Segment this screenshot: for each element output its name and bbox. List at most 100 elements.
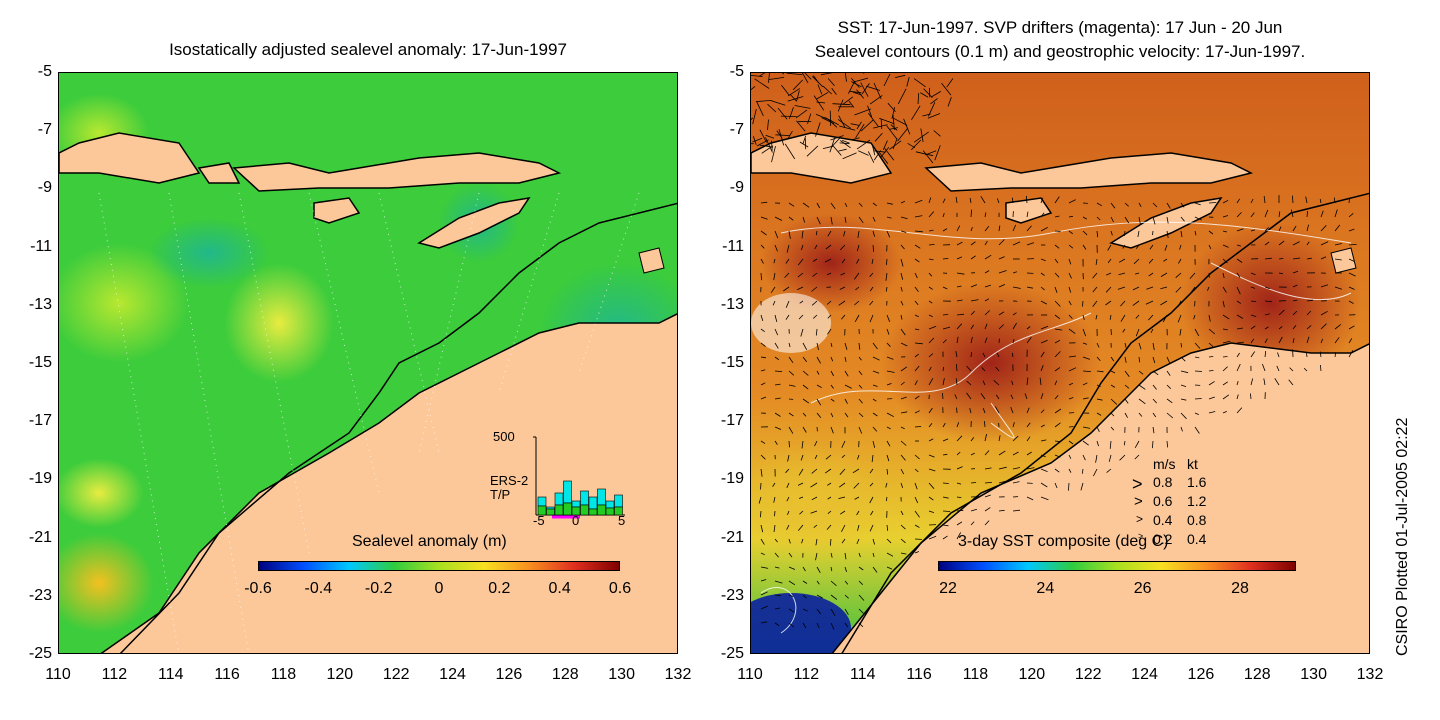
velocity-arrow bbox=[947, 96, 952, 107]
velocity-arrow bbox=[1096, 384, 1101, 388]
velocity-arrow bbox=[1040, 286, 1045, 291]
velocity-arrow bbox=[776, 130, 783, 139]
velocity-arrow bbox=[1348, 244, 1357, 246]
velocity-arrow bbox=[813, 95, 825, 111]
velocity-arrow bbox=[770, 286, 776, 294]
velocity-arrow bbox=[1208, 370, 1214, 372]
velocity-arrow bbox=[1320, 241, 1329, 246]
velocity-arrow bbox=[1180, 356, 1186, 362]
velocity-arrow bbox=[1208, 396, 1215, 400]
australia-land bbox=[831, 342, 1369, 653]
velocity-arrow bbox=[812, 76, 824, 88]
velocity-arrow bbox=[760, 369, 766, 372]
velocity-arrow bbox=[1040, 339, 1048, 344]
sla-high-anomaly-region bbox=[59, 243, 189, 363]
velocity-arrow bbox=[842, 140, 850, 144]
velocity-arrow bbox=[795, 109, 808, 119]
velocity-arrow bbox=[765, 134, 775, 139]
histogram-bar-tp bbox=[537, 505, 547, 516]
velocity-arrow bbox=[956, 256, 963, 260]
velocity-arrow bbox=[928, 197, 932, 204]
velocity-arrow bbox=[928, 353, 934, 358]
lesser-sunda-islands bbox=[232, 152, 562, 192]
velocity-arrow bbox=[1040, 272, 1045, 276]
velocity-arrow bbox=[900, 328, 906, 336]
velocity-arrow bbox=[1278, 211, 1281, 218]
velocity-arrow bbox=[873, 124, 888, 129]
velocity-arrow bbox=[969, 407, 972, 414]
velocity-arrow bbox=[760, 244, 765, 249]
velocity-legend-kt: 0.4 bbox=[1187, 531, 1207, 547]
velocity-arrow bbox=[860, 119, 874, 132]
velocity-arrow bbox=[858, 580, 863, 585]
velocity-arrow bbox=[1152, 342, 1155, 351]
velocity-arrow bbox=[1180, 230, 1183, 238]
velocity-arrow bbox=[914, 199, 923, 204]
velocity-arrow bbox=[1264, 313, 1270, 316]
velocity-arrow bbox=[998, 480, 1006, 484]
velocity-arrow bbox=[1208, 244, 1212, 250]
latitude-tick-label: -9 bbox=[37, 179, 52, 197]
velocity-arrow bbox=[870, 510, 874, 516]
velocity-arrow bbox=[956, 435, 963, 442]
velocity-arrow bbox=[1306, 325, 1312, 330]
velocity-arrow bbox=[841, 454, 846, 459]
velocity-arrow bbox=[872, 230, 875, 237]
velocity-arrow bbox=[1096, 342, 1100, 348]
velocity-arrow bbox=[1011, 380, 1014, 386]
velocity-arrow bbox=[1222, 366, 1228, 372]
velocity-arrow bbox=[970, 521, 975, 526]
velocity-arrow bbox=[900, 381, 905, 386]
velocity-arrow bbox=[1236, 394, 1239, 400]
velocity-arrow bbox=[956, 241, 963, 246]
velocity-arrow bbox=[942, 392, 944, 400]
velocity-arrow bbox=[760, 482, 762, 490]
velocity-arrow bbox=[872, 342, 878, 350]
velocity-arrow bbox=[1148, 258, 1154, 264]
velocity-arrow bbox=[1152, 230, 1154, 236]
colorbar-label: -0.4 bbox=[304, 580, 333, 597]
velocity-arrow bbox=[760, 440, 766, 444]
velocity-arrow bbox=[772, 300, 776, 306]
velocity-arrow bbox=[1124, 356, 1127, 363]
velocity-arrow bbox=[850, 123, 860, 126]
velocity-arrow bbox=[774, 426, 782, 430]
velocity-arrow bbox=[771, 140, 773, 151]
velocity-arrow bbox=[928, 300, 933, 304]
latitude-tick-label: -21 bbox=[28, 528, 52, 546]
velocity-arrow bbox=[774, 607, 780, 610]
latitude-tick-label: -19 bbox=[28, 470, 52, 488]
velocity-arrow bbox=[858, 342, 861, 350]
velocity-arrow bbox=[994, 406, 1000, 414]
velocity-arrow bbox=[1117, 286, 1126, 290]
velocity-arrow bbox=[1292, 241, 1300, 246]
velocity-arrow bbox=[1177, 314, 1182, 323]
velocity-arrow bbox=[886, 426, 891, 430]
velocity-arrow bbox=[922, 150, 934, 164]
colorbar-label: 0 bbox=[434, 580, 444, 597]
velocity-arrow bbox=[857, 230, 860, 239]
velocity-arrow bbox=[1236, 244, 1242, 247]
velocity-arrow bbox=[1054, 482, 1058, 489]
sla-colorbar-title: Sealevel anomaly (m) bbox=[352, 533, 507, 550]
velocity-arrow bbox=[1334, 258, 1342, 261]
velocity-arrow bbox=[1320, 323, 1327, 330]
velocity-arrow bbox=[1208, 328, 1216, 335]
velocity-arrow bbox=[811, 496, 818, 501]
velocity-arrow bbox=[998, 450, 1006, 456]
velocity-arrow bbox=[1138, 216, 1141, 224]
longitude-tick-label: 132 bbox=[664, 666, 692, 683]
velocity-arrow bbox=[1208, 381, 1215, 386]
velocity-arrow bbox=[1152, 440, 1154, 449]
velocity-arrow bbox=[802, 608, 808, 612]
velocity-arrow bbox=[802, 135, 807, 145]
velocity-arrow bbox=[900, 396, 907, 400]
velocity-arrow bbox=[966, 392, 972, 400]
velocity-arrow bbox=[900, 342, 908, 347]
velocity-arrow bbox=[788, 622, 794, 628]
velocity-arrow bbox=[788, 566, 796, 570]
velocity-arrow bbox=[1194, 370, 1203, 372]
latitude-tick-label: -15 bbox=[720, 354, 744, 371]
velocity-arrow bbox=[1264, 209, 1269, 218]
velocity-arrow bbox=[787, 130, 793, 139]
